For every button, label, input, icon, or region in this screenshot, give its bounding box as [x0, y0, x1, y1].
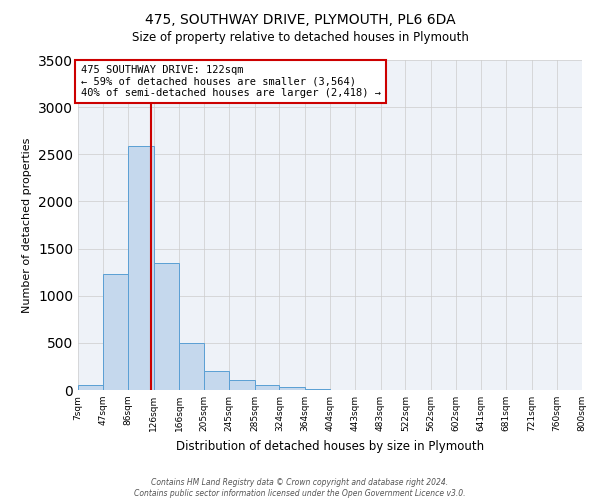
Bar	[128, 146, 154, 390]
Bar	[103, 274, 128, 390]
Text: 475 SOUTHWAY DRIVE: 122sqm
← 59% of detached houses are smaller (3,564)
40% of s: 475 SOUTHWAY DRIVE: 122sqm ← 59% of deta…	[80, 65, 380, 98]
Y-axis label: Number of detached properties: Number of detached properties	[22, 138, 32, 312]
X-axis label: Distribution of detached houses by size in Plymouth: Distribution of detached houses by size …	[176, 440, 484, 452]
Bar	[254, 386, 280, 390]
Bar	[154, 262, 179, 390]
Text: Contains HM Land Registry data © Crown copyright and database right 2024.
Contai: Contains HM Land Registry data © Crown c…	[134, 478, 466, 498]
Text: 475, SOUTHWAY DRIVE, PLYMOUTH, PL6 6DA: 475, SOUTHWAY DRIVE, PLYMOUTH, PL6 6DA	[145, 12, 455, 26]
Bar	[179, 343, 204, 390]
Bar	[280, 387, 305, 390]
Bar	[204, 371, 229, 390]
Bar	[229, 380, 254, 390]
Bar	[78, 386, 103, 390]
Bar	[305, 389, 331, 390]
Text: Size of property relative to detached houses in Plymouth: Size of property relative to detached ho…	[131, 31, 469, 44]
